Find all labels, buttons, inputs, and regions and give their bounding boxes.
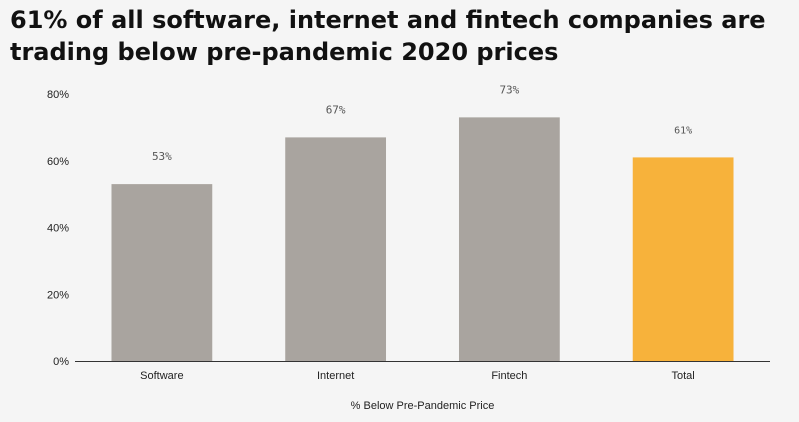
data-label-total: 61% [674, 125, 692, 136]
bar-internet [285, 137, 387, 361]
y-tick-label: 0% [53, 356, 69, 368]
chart-title: 61% of all software, internet and fintec… [10, 6, 766, 66]
x-tick-label-internet: Internet [317, 370, 354, 382]
x-tick-label-total: Total [672, 370, 695, 382]
x-axis-title: % Below Pre-Pandemic Price [351, 400, 495, 412]
y-tick-label: 20% [47, 289, 69, 301]
x-axis: Software Internet Fintech Total [140, 370, 695, 382]
x-tick-label-software: Software [140, 370, 183, 382]
bar-software [111, 184, 213, 361]
y-tick-label: 60% [47, 156, 69, 168]
bar-fintech [458, 117, 560, 361]
bar-series [111, 117, 734, 361]
data-label-internet: 67% [326, 103, 346, 116]
data-labels: 53% 67% 73% 61% [152, 83, 692, 163]
x-tick-label-fintech: Fintech [491, 370, 527, 382]
data-label-fintech: 73% [499, 83, 519, 96]
y-tick-label: 80% [47, 89, 69, 101]
data-label-software: 53% [152, 150, 172, 163]
y-axis: 0% 20% 40% 60% 80% [47, 89, 69, 368]
y-tick-label: 40% [47, 223, 69, 235]
bar-total [632, 157, 734, 361]
